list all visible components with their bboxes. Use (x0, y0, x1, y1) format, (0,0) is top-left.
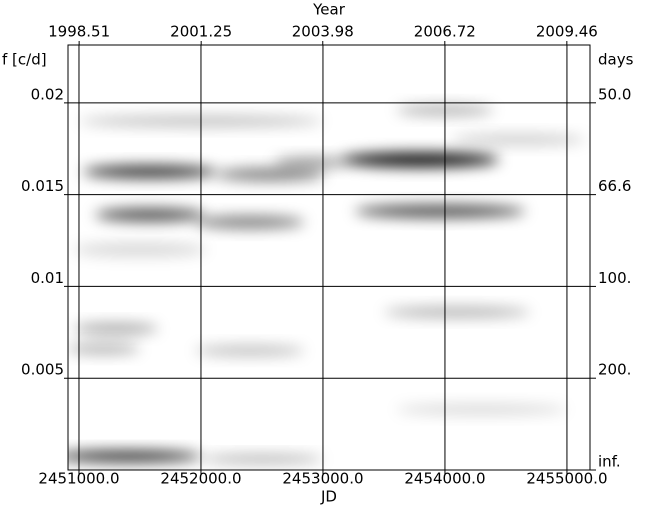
x-tick-label: 2453000.0 (282, 470, 363, 488)
x2-tick-label: 1998.51 (48, 23, 110, 41)
heat-blob (396, 403, 567, 415)
y2-tick-label: 50.0 (598, 85, 631, 103)
heat-blob (194, 345, 305, 357)
y2-tick-label: 200. (598, 361, 631, 379)
y-tick-label: 0.02 (31, 85, 64, 103)
heat-blob (451, 134, 586, 146)
x2-tick-label: 2001.25 (170, 23, 232, 41)
heat-blob (274, 156, 348, 169)
heat-blob (68, 450, 201, 462)
heat-blob (72, 242, 208, 258)
y-tick-label: 0.005 (21, 361, 64, 379)
x2-axis-label: Year (312, 1, 346, 19)
heat-blob (340, 152, 500, 168)
y2-tick-label: inf. (598, 453, 621, 471)
heat-blob (82, 165, 218, 179)
x-tick-label: 2451000.0 (38, 470, 119, 488)
y2-tick-label: 100. (598, 269, 631, 287)
heat-blob (194, 215, 305, 229)
heat-blob (72, 323, 159, 335)
x-tick-label: 2455000.0 (526, 470, 607, 488)
heat-blob (200, 454, 323, 464)
x2-tick-label: 2003.98 (292, 23, 354, 41)
x-tick-label: 2454000.0 (404, 470, 485, 488)
y2-tick-label: 66.6 (598, 177, 631, 195)
x-tick-label: 2452000.0 (160, 470, 241, 488)
heat-blob (68, 343, 140, 355)
y-axis-label: f [c/d] (2, 51, 47, 69)
x2-tick-label: 2009.46 (536, 23, 598, 41)
y2-axis-label: days (598, 51, 634, 69)
heat-blob (354, 204, 526, 218)
y-tick-label: 0.01 (31, 269, 64, 287)
heat-blob (95, 208, 205, 222)
heat-blob (215, 168, 325, 181)
plot-frame (67, 44, 591, 471)
x-axis-label: JD (320, 488, 337, 506)
heatmap (68, 104, 586, 464)
heat-blob (383, 306, 531, 318)
x2-tick-label: 2006.72 (414, 23, 476, 41)
y-tick-label: 0.015 (21, 177, 64, 195)
